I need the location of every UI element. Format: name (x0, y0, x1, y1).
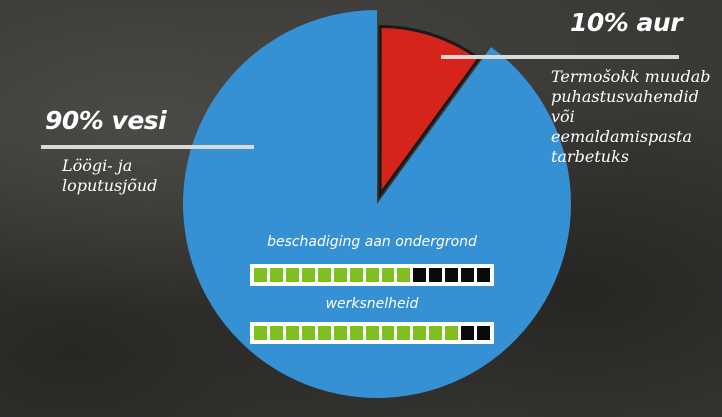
meter-segment-filled (269, 268, 283, 282)
meter-segment-empty (429, 268, 443, 282)
steam-callout-description: Termošokk muudab puhastusvahendid või ee… (551, 67, 711, 166)
meter-segment-filled (285, 326, 299, 340)
meter-segment-filled (429, 326, 443, 340)
pie-slice-water (182, 10, 571, 399)
meter-segment-filled (445, 326, 459, 340)
meter-segment-empty (445, 268, 459, 282)
meter-segment-filled (365, 326, 379, 340)
meter-segment-filled (365, 268, 379, 282)
meter-segment-filled (349, 268, 363, 282)
meter-segment-filled (381, 268, 395, 282)
meter-segment-filled (301, 326, 315, 340)
meter-segment-filled (397, 326, 411, 340)
meter-segment-filled (285, 268, 299, 282)
meter-segment-filled (413, 326, 427, 340)
meter-segment-empty (477, 326, 491, 340)
steam-callout-line (441, 55, 679, 59)
meter-segment-filled (254, 326, 267, 340)
meter-segment-filled (269, 326, 283, 340)
meter-segment-filled (254, 268, 267, 282)
steam-callout-title: 10% aur (570, 8, 683, 37)
meter-segment-filled (301, 268, 315, 282)
water-callout-line (41, 145, 254, 149)
meter-segment-filled (333, 268, 347, 282)
meter-label-surface-damage: beschadiging aan ondergrond (267, 234, 477, 250)
meter-segment-empty (413, 268, 427, 282)
meter-segment-empty (461, 268, 475, 282)
surface-damage-meter (250, 264, 494, 286)
meter-segment-filled (317, 326, 331, 340)
work-speed-meter (250, 322, 494, 344)
meter-label-work-speed: werksnelheid (325, 296, 419, 312)
meter-segment-filled (397, 268, 411, 282)
water-callout-description: Löögi- ja loputusjõud (62, 156, 158, 195)
meter-segment-filled (381, 326, 395, 340)
meter-segment-empty (477, 268, 491, 282)
meter-segment-filled (349, 326, 363, 340)
meter-segment-filled (317, 268, 331, 282)
meter-segment-empty (461, 326, 475, 340)
meter-segment-filled (333, 326, 347, 340)
water-callout-title: 90% vesi (45, 106, 167, 135)
